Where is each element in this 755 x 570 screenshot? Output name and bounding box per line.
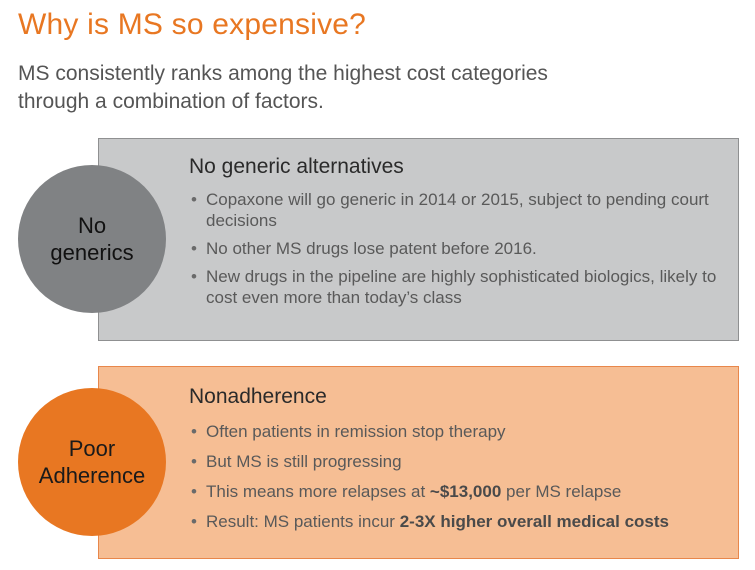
circle-label-line: generics: [50, 240, 134, 265]
list-item: But MS is still progressing: [189, 451, 728, 472]
panel-heading: No generic alternatives: [189, 155, 404, 178]
list-item: Result: MS patients incur 2-3X higher ov…: [189, 511, 728, 532]
no-generics-panel: No generic alternatives Copaxone will go…: [98, 138, 739, 341]
bullet-list: Copaxone will go generic in 2014 or 2015…: [189, 189, 728, 315]
list-item: This means more relapses at ~$13,000 per…: [189, 481, 728, 502]
poor-adherence-circle: Poor Adherence: [18, 388, 166, 536]
page-subtitle: MS consistently ranks among the highest …: [18, 62, 548, 113]
circle-label-line: Adherence: [38, 463, 146, 488]
relapse-cost: ~$13,000: [429, 482, 502, 501]
page-title: Why is MS so expensive?: [18, 8, 367, 41]
list-item: Copaxone will go generic in 2014 or 2015…: [189, 189, 728, 231]
circle-label-line: Poor: [68, 436, 116, 461]
bullet-list: Often patients in remission stop therapy…: [189, 421, 728, 541]
bullet-text: This means more relapses at: [206, 482, 430, 501]
nonadherence-panel: Nonadherence Often patients in remission…: [98, 366, 739, 559]
no-generics-circle: No generics: [18, 165, 166, 313]
circle-label-line: No: [77, 213, 107, 238]
bullet-text: Result: MS patients incur: [206, 512, 400, 531]
panel-heading: Nonadherence: [189, 385, 327, 408]
list-item: New drugs in the pipeline are highly sop…: [189, 266, 728, 308]
list-item: Often patients in remission stop therapy: [189, 421, 728, 442]
list-item: No other MS drugs lose patent before 201…: [189, 238, 728, 259]
cost-multiplier: 2-3X higher overall medical costs: [399, 512, 669, 531]
bullet-text: per MS relapse: [501, 482, 622, 501]
